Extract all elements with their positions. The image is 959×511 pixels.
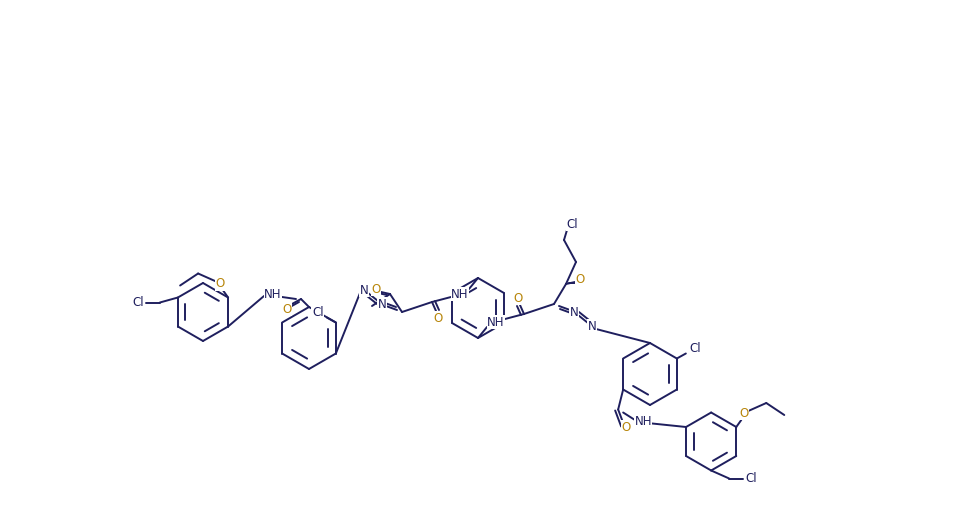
Text: O: O	[621, 421, 631, 434]
Text: Cl: Cl	[745, 472, 757, 485]
Text: O: O	[513, 291, 523, 305]
Text: Cl: Cl	[312, 306, 323, 319]
Text: O: O	[575, 272, 585, 286]
Text: NH: NH	[487, 315, 504, 329]
Text: NH: NH	[265, 288, 282, 300]
Text: O: O	[282, 303, 292, 315]
Text: O: O	[371, 283, 381, 295]
Text: N: N	[360, 284, 368, 296]
Text: N: N	[378, 297, 386, 311]
Text: O: O	[433, 312, 443, 324]
Text: N: N	[570, 306, 578, 318]
Text: O: O	[739, 406, 749, 420]
Text: NH: NH	[452, 288, 469, 300]
Text: O: O	[216, 277, 224, 290]
Text: Cl: Cl	[132, 296, 144, 309]
Text: N: N	[588, 319, 596, 333]
Text: Cl: Cl	[566, 218, 578, 230]
Text: NH: NH	[635, 415, 652, 428]
Text: Cl: Cl	[689, 342, 701, 355]
